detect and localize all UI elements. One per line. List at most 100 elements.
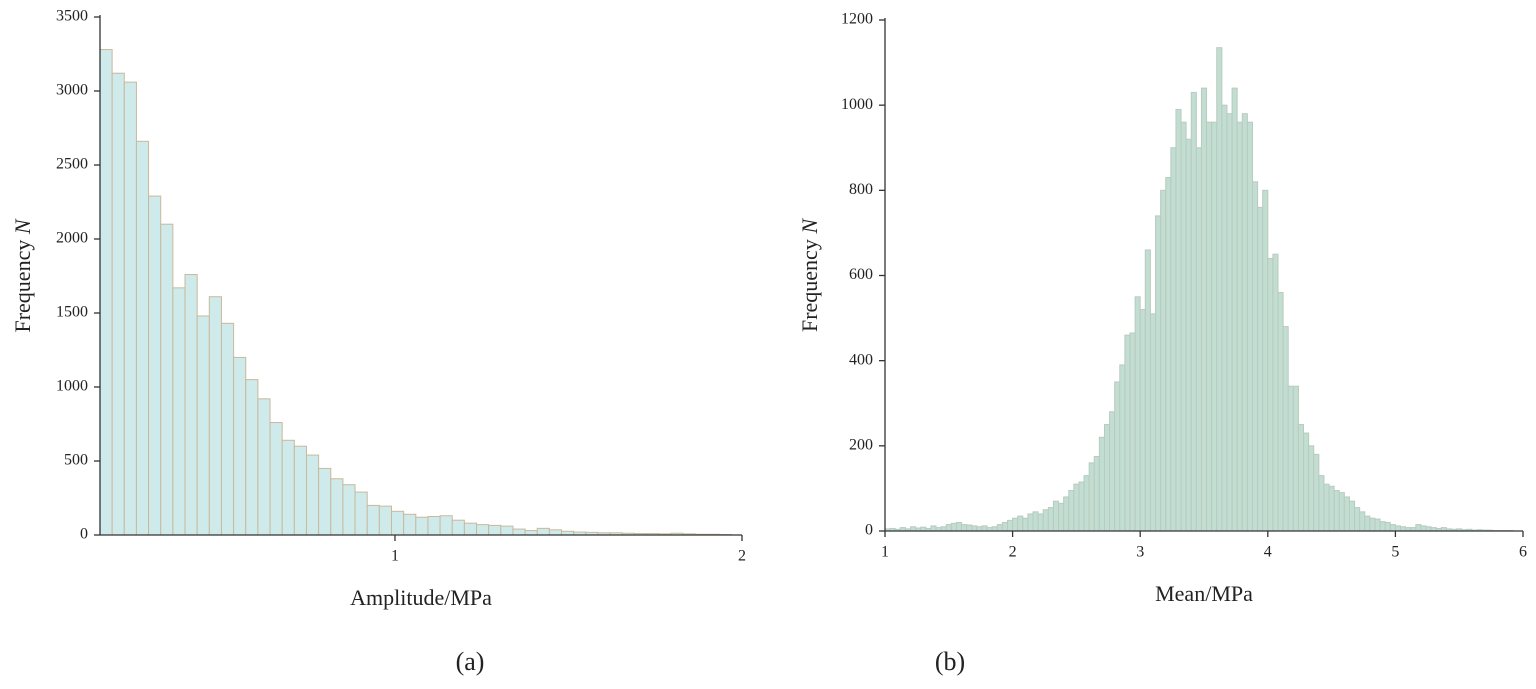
- bar: [512, 528, 526, 536]
- bar: [160, 223, 174, 536]
- bar: [1195, 147, 1202, 532]
- x-tick-label: 5: [1391, 544, 1399, 561]
- bar: [111, 72, 125, 536]
- bar: [439, 515, 453, 536]
- bar: [1088, 462, 1095, 532]
- bar: [1139, 309, 1146, 532]
- bar: [1236, 121, 1243, 532]
- bar: [1022, 517, 1029, 532]
- y-tick-label: 2000: [56, 230, 88, 247]
- y-axis-label: Frequency N: [10, 218, 35, 332]
- bar: [1231, 87, 1238, 532]
- bar: [1211, 121, 1218, 532]
- bar: [1221, 104, 1228, 532]
- bar: [955, 521, 963, 532]
- bar: [981, 525, 988, 532]
- bar: [1420, 525, 1427, 532]
- bar: [500, 525, 514, 536]
- bar: [318, 467, 332, 536]
- bar: [1200, 87, 1208, 532]
- bar: [208, 296, 222, 536]
- bar: [524, 530, 538, 536]
- bar: [1206, 121, 1213, 532]
- bar: [1354, 507, 1361, 532]
- bar: [1348, 500, 1356, 532]
- y-tick-label: 400: [849, 351, 873, 368]
- bar: [1180, 121, 1187, 532]
- y-axis-label-symbol: N: [797, 218, 822, 235]
- bar: [1323, 483, 1330, 532]
- x-tick-label: 1: [391, 548, 399, 565]
- bar: [1226, 113, 1233, 532]
- bar: [354, 491, 368, 536]
- bar: [1006, 519, 1014, 532]
- y-axis-label-symbol: N: [10, 218, 35, 235]
- x-axis-label: Mean/MPa: [1155, 581, 1253, 606]
- bar: [1216, 47, 1223, 532]
- bar: [1032, 511, 1039, 532]
- y-tick-label: 1200: [841, 11, 873, 28]
- bar: [1333, 490, 1340, 532]
- x-tick-label: 3: [1136, 544, 1144, 561]
- y-tick-label: 500: [64, 452, 88, 469]
- bar: [1292, 385, 1299, 532]
- bar: [1308, 445, 1315, 532]
- bar: [971, 525, 978, 532]
- x-tick-label: 4: [1264, 544, 1272, 561]
- bar: [427, 516, 441, 536]
- bar: [1124, 334, 1131, 532]
- bar: [1262, 189, 1269, 532]
- y-tick-label: 800: [849, 181, 873, 198]
- bar: [961, 524, 968, 532]
- caption: (b): [935, 647, 965, 676]
- bar: [1078, 481, 1085, 532]
- bar: [1287, 385, 1294, 532]
- bar: [220, 322, 235, 536]
- bar: [1165, 177, 1172, 532]
- bar: [1241, 113, 1248, 532]
- bar: [196, 315, 210, 536]
- bar: [378, 505, 393, 536]
- bar: [488, 524, 502, 536]
- bar: [1103, 424, 1111, 532]
- bar: [536, 527, 550, 536]
- bar: [403, 513, 417, 536]
- x-tick-label: 2: [1009, 544, 1017, 561]
- bar: [1251, 181, 1259, 532]
- y-tick-label: 200: [849, 437, 873, 454]
- bar: [1359, 511, 1366, 532]
- bar: [293, 445, 307, 536]
- bar: [1277, 292, 1284, 532]
- bar: [1364, 515, 1371, 532]
- y-tick-label: 600: [849, 266, 873, 283]
- bar: [1272, 253, 1279, 532]
- bar: [233, 356, 247, 536]
- bar: [135, 140, 150, 536]
- bar: [1001, 521, 1008, 532]
- bar: [391, 510, 405, 536]
- bar: [1042, 509, 1049, 532]
- bar: [1149, 313, 1157, 532]
- bar: [1155, 215, 1162, 532]
- caption: (a): [456, 647, 485, 676]
- x-tick-label: 6: [1519, 544, 1527, 561]
- x-tick-label: 1: [881, 544, 889, 561]
- bar: [1037, 513, 1044, 532]
- bar: [330, 478, 344, 536]
- bar: [1415, 524, 1422, 532]
- bar: [123, 81, 137, 536]
- bar: [1098, 436, 1105, 532]
- bar: [1297, 424, 1305, 532]
- bar: [463, 522, 478, 536]
- bar: [1170, 147, 1177, 532]
- bar: [172, 287, 186, 536]
- bar: [1313, 453, 1320, 532]
- bar: [366, 504, 380, 536]
- bar: [245, 379, 259, 536]
- y-tick-label: 1000: [841, 96, 873, 113]
- bar: [476, 524, 490, 536]
- bar: [1144, 249, 1151, 532]
- bar: [1129, 332, 1136, 532]
- bar: [305, 454, 320, 536]
- bar: [1343, 496, 1350, 532]
